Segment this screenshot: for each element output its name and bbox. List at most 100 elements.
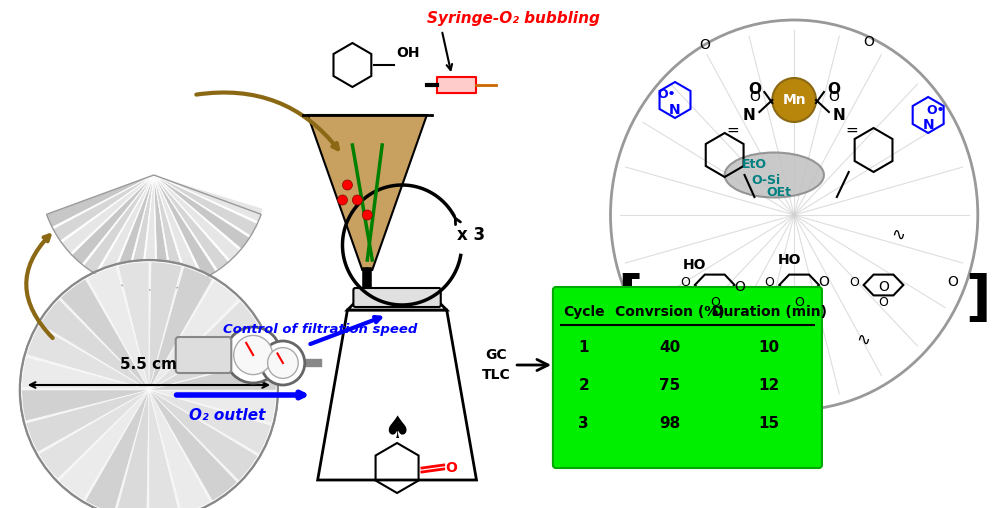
- Wedge shape: [154, 175, 240, 261]
- Text: O: O: [795, 297, 805, 309]
- Text: OEt: OEt: [767, 186, 792, 200]
- Wedge shape: [154, 175, 216, 278]
- Text: =: =: [726, 122, 739, 138]
- Text: 3: 3: [578, 417, 589, 431]
- Text: N: N: [743, 108, 756, 122]
- Text: 1: 1: [578, 340, 589, 356]
- Circle shape: [362, 210, 372, 220]
- Wedge shape: [27, 326, 149, 390]
- Text: O: O: [947, 275, 958, 289]
- Wedge shape: [149, 328, 272, 390]
- Text: 98: 98: [660, 417, 681, 431]
- Wedge shape: [118, 262, 149, 390]
- Text: O: O: [818, 275, 829, 289]
- Text: EtO: EtO: [742, 158, 767, 172]
- Wedge shape: [149, 390, 258, 481]
- Wedge shape: [149, 267, 212, 390]
- Wedge shape: [149, 390, 276, 423]
- Text: 75: 75: [660, 378, 681, 394]
- Wedge shape: [87, 266, 149, 390]
- Text: OH: OH: [396, 46, 420, 60]
- Text: [: [: [618, 273, 643, 327]
- Text: O: O: [849, 276, 859, 290]
- Wedge shape: [71, 175, 154, 264]
- Wedge shape: [154, 175, 250, 249]
- Wedge shape: [26, 390, 149, 452]
- Wedge shape: [85, 390, 149, 508]
- Text: Duration (min): Duration (min): [712, 305, 826, 319]
- Ellipse shape: [724, 152, 824, 198]
- Text: Mn: Mn: [783, 93, 806, 107]
- Text: ∿: ∿: [892, 226, 906, 244]
- Circle shape: [352, 195, 362, 205]
- Text: ]: ]: [965, 273, 990, 327]
- Wedge shape: [40, 300, 149, 390]
- FancyBboxPatch shape: [553, 287, 822, 468]
- Wedge shape: [149, 390, 180, 508]
- Text: O: O: [828, 90, 839, 104]
- Text: O: O: [879, 297, 889, 309]
- Wedge shape: [149, 390, 237, 501]
- Circle shape: [234, 335, 273, 374]
- Wedge shape: [154, 175, 187, 288]
- Circle shape: [261, 341, 305, 385]
- Wedge shape: [97, 175, 154, 281]
- Text: N: N: [670, 103, 681, 117]
- Text: O: O: [699, 38, 710, 52]
- Circle shape: [225, 327, 281, 383]
- Text: O: O: [680, 276, 689, 290]
- Wedge shape: [22, 390, 149, 421]
- Circle shape: [773, 78, 816, 122]
- Text: O: O: [748, 82, 761, 98]
- Text: O: O: [749, 90, 760, 104]
- FancyBboxPatch shape: [176, 337, 231, 373]
- Text: Convrsion (%): Convrsion (%): [615, 305, 725, 319]
- Wedge shape: [142, 175, 156, 290]
- Polygon shape: [317, 310, 476, 480]
- Text: 12: 12: [759, 378, 780, 394]
- Wedge shape: [154, 175, 202, 284]
- Text: O: O: [863, 35, 874, 49]
- Wedge shape: [62, 175, 154, 253]
- Text: O: O: [445, 461, 457, 475]
- Text: 10: 10: [759, 340, 780, 356]
- Wedge shape: [53, 175, 154, 241]
- Text: 2: 2: [578, 378, 589, 394]
- Text: N: N: [923, 118, 933, 132]
- Text: O: O: [827, 82, 840, 98]
- Wedge shape: [154, 175, 172, 290]
- Wedge shape: [154, 175, 263, 222]
- Polygon shape: [347, 290, 446, 310]
- Text: O₂ outlet: O₂ outlet: [188, 407, 265, 423]
- Wedge shape: [22, 357, 149, 390]
- Text: x 3: x 3: [457, 226, 486, 244]
- Wedge shape: [83, 175, 154, 274]
- Text: ∿: ∿: [743, 326, 757, 344]
- Circle shape: [20, 260, 278, 508]
- Text: O: O: [734, 280, 745, 294]
- Text: O: O: [710, 297, 719, 309]
- Text: N: N: [832, 108, 845, 122]
- Text: ♠: ♠: [383, 416, 411, 444]
- Circle shape: [337, 195, 347, 205]
- Polygon shape: [308, 115, 427, 270]
- FancyBboxPatch shape: [353, 288, 440, 307]
- Wedge shape: [154, 175, 229, 270]
- Text: TLC: TLC: [482, 368, 511, 382]
- Wedge shape: [149, 262, 182, 390]
- Wedge shape: [126, 175, 154, 289]
- Wedge shape: [61, 279, 149, 390]
- Text: HO: HO: [778, 253, 801, 267]
- Wedge shape: [149, 390, 271, 454]
- Text: 7: 7: [794, 345, 814, 374]
- Text: HO: HO: [683, 258, 706, 272]
- Circle shape: [268, 347, 299, 378]
- Text: 5.5 cm: 5.5 cm: [120, 357, 178, 372]
- Wedge shape: [111, 175, 154, 286]
- Wedge shape: [60, 390, 149, 500]
- Circle shape: [342, 180, 352, 190]
- Text: O•: O•: [927, 104, 945, 116]
- Ellipse shape: [610, 20, 978, 410]
- Wedge shape: [149, 359, 276, 390]
- Text: GC: GC: [485, 348, 507, 362]
